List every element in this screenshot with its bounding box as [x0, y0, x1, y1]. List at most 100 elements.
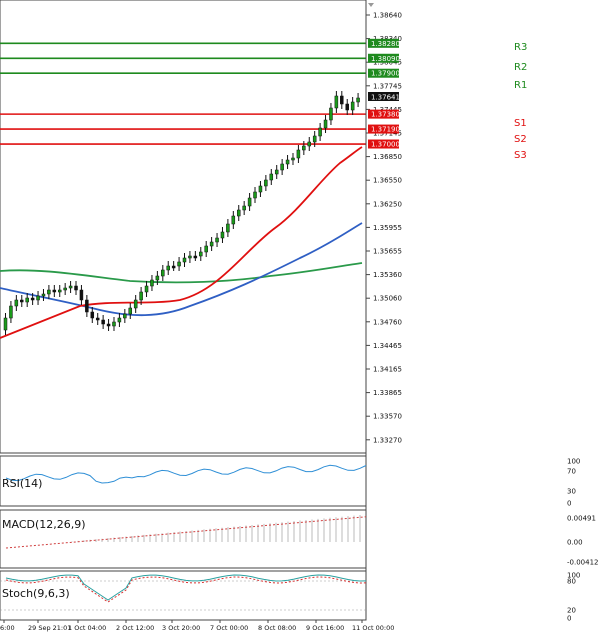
stoch-signal-line	[5, 576, 367, 603]
stoch-tick-label: 0	[567, 615, 571, 623]
time-tick-label: 9 Oct 16:00	[306, 624, 344, 632]
candle-body[interactable]	[139, 291, 143, 301]
candle-body[interactable]	[242, 205, 246, 211]
price-tick-label: 1.35360	[373, 271, 402, 279]
candle-body[interactable]	[128, 307, 133, 315]
price-axis[interactable]: 1.386401.383401.380451.377451.374451.371…	[365, 0, 402, 620]
level-tag-r2: 1.38090	[371, 55, 400, 63]
candle-body[interactable]	[269, 173, 274, 181]
candle-body[interactable]	[47, 289, 51, 295]
candle-body[interactable]	[117, 317, 122, 323]
candle-body[interactable]	[9, 305, 13, 319]
macd-histogram	[71, 515, 361, 542]
level-price-tags: 1.38280 1.38090 1.37900 1.37380 1.37190 1.370…	[368, 38, 400, 149]
ma-mid-line	[0, 222, 363, 317]
main-price-panel[interactable]: R3 R2 R1 S1 S2 S3	[0, 0, 527, 454]
candle-body[interactable]	[226, 223, 230, 233]
level-tag-bg	[368, 68, 399, 78]
candle-body[interactable]	[220, 231, 225, 239]
time-axis[interactable]: 6:00 29 Sep 21:011 Oct 04:00 2 Oct 12:00 3 …	[0, 619, 394, 632]
candle-body[interactable]	[57, 289, 62, 293]
candle-body[interactable]	[345, 103, 349, 111]
candle-body[interactable]	[209, 241, 214, 247]
scroll-marker-icon[interactable]	[368, 3, 374, 7]
candle-body[interactable]	[155, 275, 160, 281]
candle-body[interactable]	[101, 319, 105, 325]
level-role-r2: R2	[514, 62, 527, 73]
candlesticks[interactable]	[3, 91, 360, 335]
candle-body[interactable]	[30, 297, 35, 301]
price-tick-label: 1.33865	[373, 389, 402, 397]
candle-body[interactable]	[150, 279, 154, 287]
candle-body[interactable]	[182, 257, 187, 263]
macd-panel[interactable]: MACD(12,26,9) 0.00491 0.00 -0.00412	[0, 509, 598, 569]
candle-body[interactable]	[204, 245, 208, 253]
macd-title: MACD(12,26,9)	[2, 518, 86, 531]
candle-body[interactable]	[312, 135, 317, 143]
candle-body[interactable]	[74, 285, 78, 291]
candle-body[interactable]	[112, 321, 116, 327]
candle-body[interactable]	[215, 237, 219, 243]
price-tick-label: 1.36550	[373, 177, 402, 185]
candle-body[interactable]	[356, 97, 360, 103]
candle-body[interactable]	[199, 251, 203, 257]
candle-body[interactable]	[41, 293, 46, 297]
candle-body[interactable]	[307, 141, 312, 147]
price-tick-label: 1.35955	[373, 224, 402, 232]
candle-body[interactable]	[296, 149, 301, 159]
candle-body[interactable]	[123, 313, 127, 319]
support-resistance-levels	[0, 42, 366, 145]
candle-body[interactable]	[188, 255, 192, 259]
candle-body[interactable]	[90, 311, 95, 319]
rsi-panel[interactable]: RSI(14) 100 70 30 0	[0, 455, 580, 508]
level-tag-s1: 1.37380	[371, 111, 400, 119]
candle-body[interactable]	[177, 261, 181, 267]
candle-body[interactable]	[85, 299, 89, 313]
candle-body[interactable]	[318, 127, 322, 137]
price-tick-label: 1.34760	[373, 318, 402, 326]
candle-body[interactable]	[280, 163, 284, 171]
candle-body[interactable]	[171, 265, 176, 269]
candle-body[interactable]	[133, 299, 138, 309]
price-tick-label: 1.33270	[373, 436, 402, 444]
candle-body[interactable]	[253, 191, 257, 199]
candle-body[interactable]	[340, 95, 344, 105]
candle-body[interactable]	[236, 209, 241, 217]
candle-body[interactable]	[3, 317, 8, 331]
candle-body[interactable]	[334, 95, 339, 109]
time-tick-label: 3 Oct 20:00	[162, 624, 200, 632]
level-role-r3: R3	[514, 42, 527, 53]
rsi-tick-labels: 100 70 30 0	[567, 458, 580, 508]
candle-body[interactable]	[350, 101, 355, 111]
candle-body[interactable]	[106, 323, 111, 327]
rsi-panel-frame	[0, 455, 367, 507]
candle-body[interactable]	[231, 215, 236, 225]
candle-body[interactable]	[247, 197, 252, 207]
price-tick-label: 1.36850	[373, 153, 402, 161]
candle-body[interactable]	[285, 159, 290, 165]
candle-body[interactable]	[95, 317, 100, 321]
candle-body[interactable]	[264, 179, 268, 187]
candle-body[interactable]	[52, 289, 57, 293]
candle-body[interactable]	[161, 269, 165, 277]
candle-body[interactable]	[193, 255, 198, 259]
candle-body[interactable]	[68, 285, 73, 289]
candle-body[interactable]	[36, 295, 40, 301]
candle-body[interactable]	[258, 185, 263, 193]
candle-body[interactable]	[291, 157, 295, 161]
candle-body[interactable]	[25, 297, 29, 303]
level-tag-r1: 1.37900	[371, 70, 400, 78]
candle-body[interactable]	[166, 265, 170, 271]
candle-body[interactable]	[14, 299, 19, 307]
candle-body[interactable]	[79, 289, 84, 301]
candle-body[interactable]	[63, 287, 67, 291]
candle-body[interactable]	[144, 285, 149, 293]
candle-body[interactable]	[323, 119, 328, 129]
candle-body[interactable]	[274, 169, 279, 175]
candle-body[interactable]	[329, 107, 333, 121]
candle-body[interactable]	[302, 145, 306, 151]
level-tag-s3: 1.37000	[371, 141, 400, 149]
candle-body[interactable]	[20, 299, 24, 303]
